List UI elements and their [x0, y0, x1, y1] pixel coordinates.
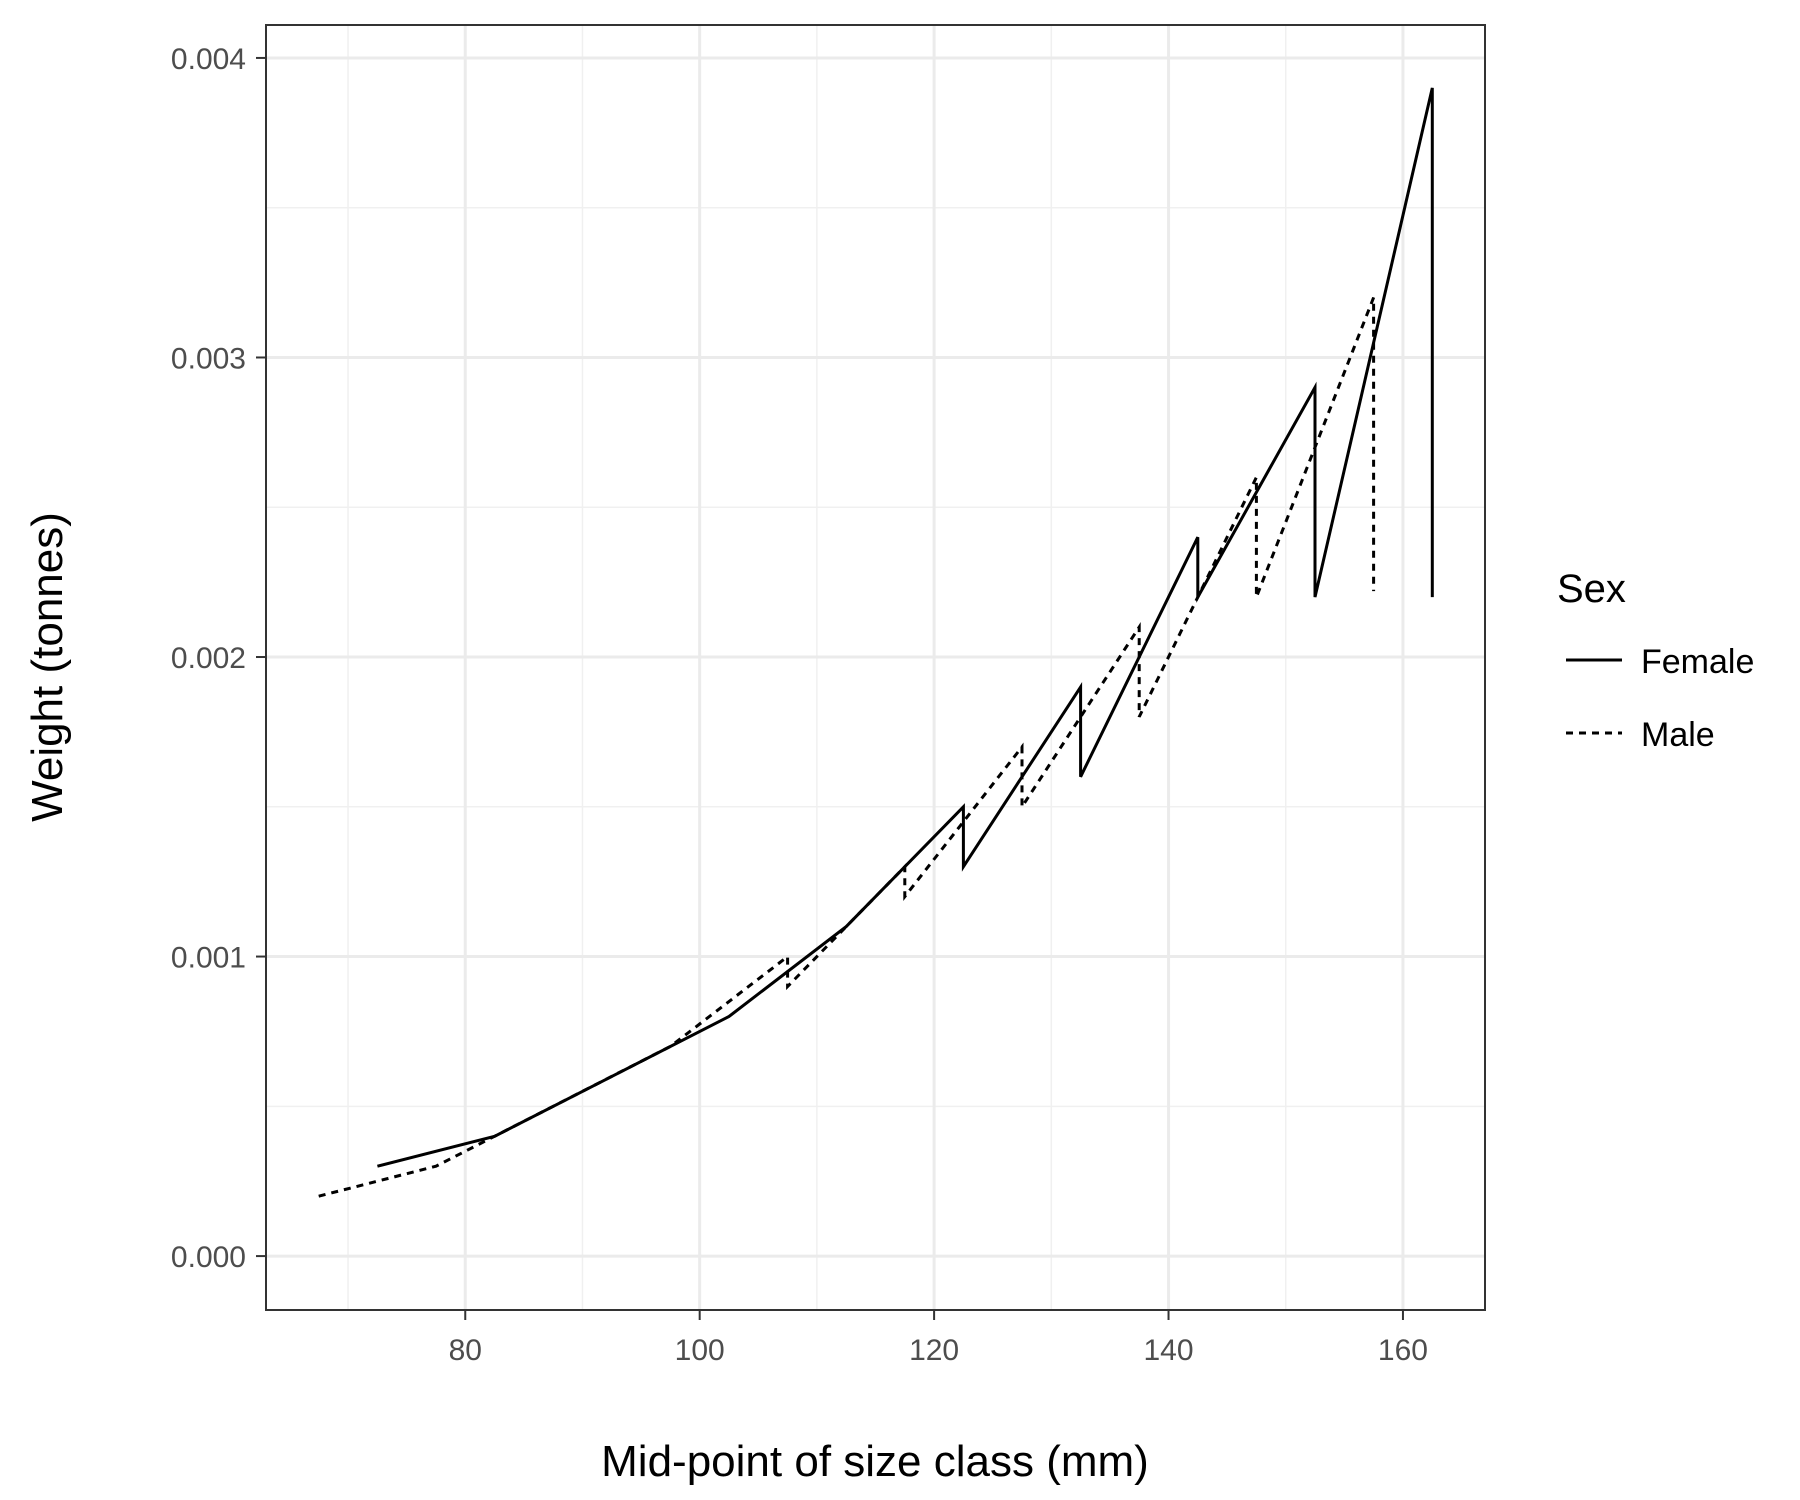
legend-label-female: Female: [1641, 643, 1754, 681]
x-tick-label: 80: [449, 1334, 482, 1367]
legend: Sex Female Male: [1557, 567, 1754, 754]
series-line-male: [318, 297, 1376, 1198]
y-tick-label: 0.003: [171, 342, 246, 375]
y-tick-label: 0.000: [171, 1241, 246, 1274]
x-tick-label: 140: [1143, 1334, 1193, 1367]
x-axis: 80 100 120 140 160: [449, 1310, 1428, 1367]
plot-border: [265, 24, 1486, 1311]
y-tick-label: 0.004: [171, 43, 246, 76]
x-axis-label: Mid-point of size class (mm): [601, 1437, 1149, 1486]
minor-gridlines: [266, 25, 1485, 1310]
major-gridlines: [266, 25, 1485, 1310]
x-tick-label: 100: [675, 1334, 725, 1367]
legend-title: Sex: [1557, 567, 1626, 611]
y-axis: 0.000 0.001 0.002 0.003 0.004: [171, 43, 266, 1274]
y-tick-label: 0.001: [171, 942, 246, 975]
legend-label-male: Male: [1641, 716, 1715, 754]
series-layer: [318, 87, 1434, 1198]
y-axis-label: Weight (tonnes): [23, 512, 72, 822]
x-tick-label: 120: [909, 1334, 959, 1367]
series-line-female: [377, 87, 1434, 1168]
plot-area: [266, 25, 1485, 1310]
y-tick-label: 0.002: [171, 642, 246, 675]
x-tick-label: 160: [1378, 1334, 1428, 1367]
